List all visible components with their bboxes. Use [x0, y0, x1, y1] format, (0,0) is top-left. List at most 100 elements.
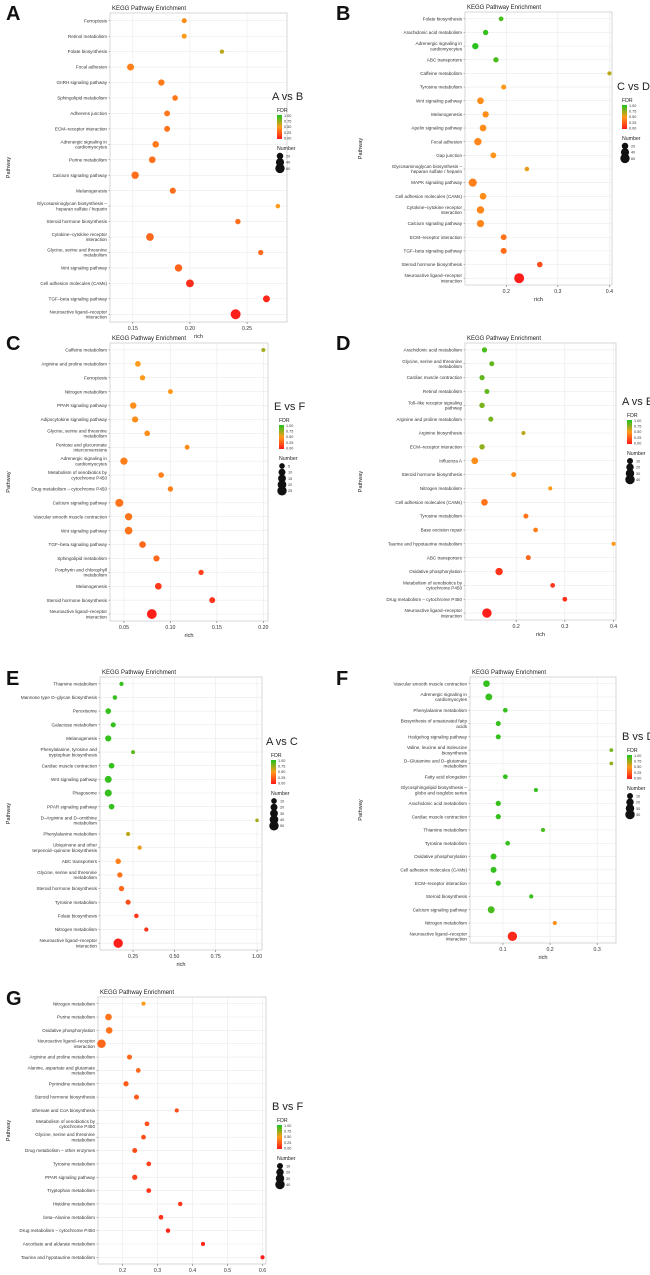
data-point[interactable] — [481, 498, 488, 506]
data-point[interactable] — [124, 513, 133, 521]
data-point[interactable] — [209, 597, 216, 604]
data-point[interactable] — [611, 541, 616, 546]
data-point[interactable] — [485, 693, 493, 701]
data-point[interactable] — [135, 361, 141, 367]
data-point[interactable] — [490, 152, 497, 159]
data-point[interactable] — [125, 899, 131, 905]
data-point[interactable] — [115, 498, 124, 507]
data-point[interactable] — [132, 1174, 138, 1180]
data-point[interactable] — [134, 913, 139, 919]
data-point[interactable] — [495, 800, 501, 806]
data-point[interactable] — [148, 156, 156, 164]
data-point[interactable] — [482, 111, 489, 118]
data-point[interactable] — [483, 680, 490, 687]
data-point[interactable] — [105, 1013, 112, 1021]
data-point[interactable] — [139, 541, 146, 548]
data-point[interactable] — [144, 1121, 150, 1127]
data-point[interactable] — [146, 1188, 152, 1193]
data-point[interactable] — [108, 762, 115, 769]
data-point[interactable] — [262, 295, 270, 303]
data-point[interactable] — [158, 1214, 164, 1220]
data-point[interactable] — [275, 203, 281, 209]
data-point[interactable] — [186, 279, 194, 288]
data-point[interactable] — [495, 734, 501, 740]
data-point[interactable] — [479, 124, 487, 132]
data-point[interactable] — [562, 596, 568, 602]
data-point[interactable] — [105, 708, 112, 714]
data-point[interactable] — [495, 567, 503, 576]
data-point[interactable] — [153, 555, 160, 562]
data-point[interactable] — [471, 457, 479, 465]
data-point[interactable] — [104, 775, 112, 783]
data-point[interactable] — [135, 1068, 141, 1073]
data-point[interactable] — [167, 389, 173, 395]
data-point[interactable] — [184, 444, 190, 450]
data-point[interactable] — [540, 827, 546, 833]
data-point[interactable] — [164, 125, 171, 132]
data-point[interactable] — [105, 1027, 113, 1034]
data-point[interactable] — [505, 840, 511, 846]
data-point[interactable] — [131, 750, 136, 755]
data-point[interactable] — [260, 1255, 265, 1260]
data-point[interactable] — [123, 1081, 129, 1087]
data-point[interactable] — [258, 249, 264, 256]
data-point[interactable] — [108, 803, 115, 810]
data-point[interactable] — [609, 748, 614, 752]
data-point[interactable] — [468, 178, 477, 187]
data-point[interactable] — [126, 1054, 133, 1060]
data-point[interactable] — [139, 375, 146, 381]
data-point[interactable] — [198, 569, 204, 576]
data-point[interactable] — [255, 818, 259, 823]
data-point[interactable] — [498, 16, 504, 22]
data-point[interactable] — [181, 33, 187, 39]
data-point[interactable] — [152, 141, 159, 148]
data-point[interactable] — [104, 789, 112, 797]
data-point[interactable] — [474, 137, 482, 146]
data-point[interactable] — [607, 71, 612, 76]
data-point[interactable] — [514, 273, 525, 284]
data-point[interactable] — [495, 880, 501, 886]
data-point[interactable] — [164, 110, 171, 117]
data-point[interactable] — [500, 234, 507, 241]
data-point[interactable] — [511, 472, 517, 478]
data-point[interactable] — [181, 18, 187, 24]
data-point[interactable] — [507, 931, 518, 942]
data-point[interactable] — [533, 787, 538, 793]
data-point[interactable] — [525, 555, 531, 561]
data-point[interactable] — [482, 29, 489, 36]
data-point[interactable] — [131, 171, 139, 179]
data-point[interactable] — [500, 247, 507, 254]
data-point[interactable] — [172, 95, 178, 101]
data-point[interactable] — [97, 1039, 106, 1048]
data-point[interactable] — [484, 388, 490, 394]
data-point[interactable] — [472, 42, 479, 50]
data-point[interactable] — [495, 814, 501, 820]
data-point[interactable] — [490, 853, 497, 860]
data-point[interactable] — [495, 721, 501, 727]
data-point[interactable] — [174, 1108, 179, 1113]
data-point[interactable] — [523, 513, 529, 519]
data-point[interactable] — [115, 858, 121, 865]
data-point[interactable] — [200, 1241, 206, 1247]
data-point[interactable] — [169, 187, 176, 194]
data-point[interactable] — [144, 430, 150, 437]
data-point[interactable] — [158, 79, 165, 86]
data-point[interactable] — [501, 84, 507, 90]
data-point[interactable] — [154, 582, 162, 590]
data-point[interactable] — [261, 347, 266, 352]
data-point[interactable] — [120, 457, 128, 465]
data-point[interactable] — [133, 1094, 140, 1100]
data-point[interactable] — [489, 361, 495, 367]
data-point[interactable] — [235, 218, 241, 225]
data-point[interactable] — [477, 97, 484, 105]
data-point[interactable] — [487, 906, 495, 914]
data-point[interactable] — [476, 219, 485, 228]
data-point[interactable] — [533, 527, 539, 533]
data-point[interactable] — [141, 1134, 146, 1140]
data-point[interactable] — [165, 1228, 171, 1233]
data-point[interactable] — [124, 526, 133, 535]
data-point[interactable] — [131, 416, 139, 423]
data-point[interactable] — [502, 707, 508, 713]
data-point[interactable] — [144, 927, 149, 932]
data-point[interactable] — [479, 375, 485, 381]
